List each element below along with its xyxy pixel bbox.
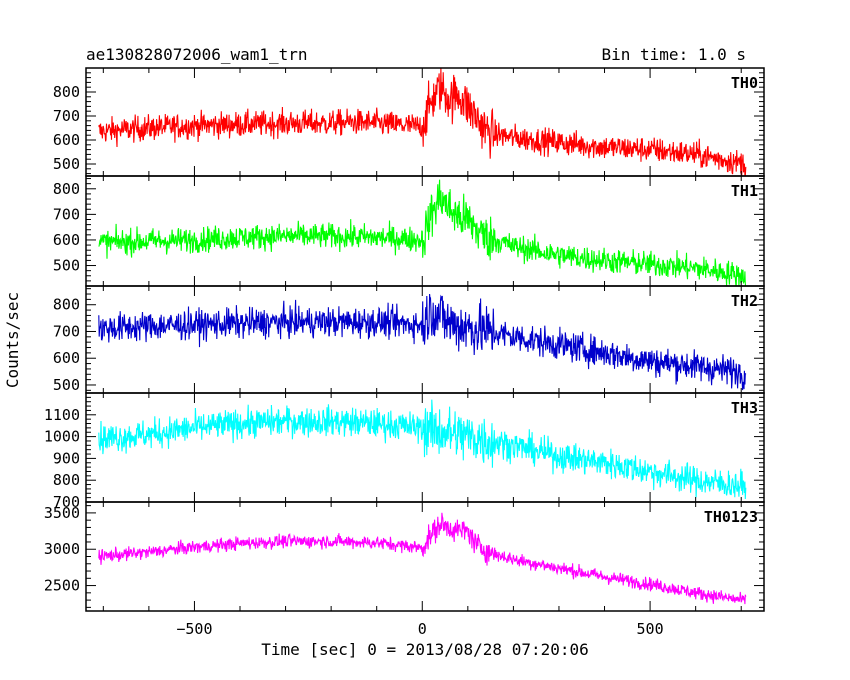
y-tick-label: 2500 xyxy=(44,577,80,595)
series-th0123 xyxy=(98,512,747,605)
y-tick-label: 500 xyxy=(53,376,80,394)
y-tick-label: 500 xyxy=(53,155,80,173)
y-tick-label: 600 xyxy=(53,131,80,149)
y-tick-label: 800 xyxy=(53,83,80,101)
y-tick-label: 800 xyxy=(53,180,80,198)
y-tick-label: 1000 xyxy=(44,428,80,446)
y-tick-label: 700 xyxy=(53,205,80,223)
x-tick-label: 0 xyxy=(418,620,427,638)
panel-label: TH0123 xyxy=(704,508,758,526)
y-axis-label: Counts/sec xyxy=(3,292,22,388)
bin-time-label: Bin time: 1.0 s xyxy=(602,45,747,64)
y-tick-label: 3000 xyxy=(44,540,80,558)
panel-label: TH2 xyxy=(731,292,758,310)
chart-title: ae130828072006_wam1_trn xyxy=(86,45,308,64)
x-axis-label: Time [sec] 0 = 2013/08/28 07:20:06 xyxy=(261,640,589,659)
y-tick-label: 500 xyxy=(53,257,80,275)
y-tick-label: 1100 xyxy=(44,406,80,424)
panel-th0: 500 600 700 800 TH0 xyxy=(53,67,765,177)
panel-label: TH0 xyxy=(731,74,758,92)
series-th0 xyxy=(98,68,747,176)
y-tick-label: 600 xyxy=(53,349,80,367)
y-tick-label: 3500 xyxy=(44,504,80,522)
series-th3 xyxy=(98,399,747,500)
y-tick-label: 700 xyxy=(53,493,80,511)
y-tick-label: 800 xyxy=(53,471,80,489)
panel-th0123: 2500 3000 3500 TH0123 xyxy=(44,501,765,612)
x-tick-label: −500 xyxy=(176,620,212,638)
y-tick-label: 700 xyxy=(53,322,80,340)
panel-th2: 500 600 700 800 TH2 xyxy=(53,285,765,394)
panel-th3: 700 800 900 1000 1100 TH3 xyxy=(44,392,765,511)
panel-th1: 500 600 700 800 TH1 xyxy=(53,175,765,287)
y-tick-label: 600 xyxy=(53,231,80,249)
panel-label: TH1 xyxy=(731,182,758,200)
y-tick-label: 800 xyxy=(53,296,80,314)
y-tick-label: 900 xyxy=(53,449,80,467)
panels: 500 600 700 800 TH0 500 600 700 800 TH1 500 600 700 8… xyxy=(44,67,765,638)
panel-label: TH3 xyxy=(731,399,758,417)
series-th2 xyxy=(98,293,747,391)
x-tick-label: 500 xyxy=(637,620,664,638)
series-th1 xyxy=(98,179,747,286)
y-tick-label: 700 xyxy=(53,107,80,125)
panel-frame xyxy=(85,501,765,612)
